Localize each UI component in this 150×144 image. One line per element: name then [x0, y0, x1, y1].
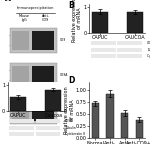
Bar	[10, 97, 26, 111]
Bar	[106, 94, 114, 138]
Bar	[10, 28, 57, 53]
Text: -: -	[9, 33, 10, 37]
Text: B: B	[68, 1, 74, 10]
Text: Cytokeratin 8: Cytokeratin 8	[65, 132, 85, 136]
Y-axis label: Relative expression
of mRNA: Relative expression of mRNA	[72, 0, 82, 42]
Text: -: -	[9, 104, 10, 108]
Text: -: -	[9, 44, 10, 48]
Bar	[92, 103, 99, 138]
Bar	[91, 41, 116, 45]
Text: CD9A: CD9A	[60, 73, 68, 77]
Bar	[32, 66, 54, 85]
Text: Tubulin: Tubulin	[65, 126, 76, 130]
Bar	[117, 48, 142, 52]
Text: Tubulin: Tubulin	[147, 48, 150, 52]
Text: A: A	[5, 0, 11, 3]
Bar	[121, 113, 128, 138]
Bar	[10, 63, 57, 88]
Bar	[36, 126, 60, 130]
Text: Anti-
CD9: Anti- CD9	[42, 14, 50, 22]
Bar	[12, 66, 29, 85]
Bar	[127, 12, 143, 33]
Bar	[12, 31, 29, 50]
Bar	[92, 12, 108, 33]
Bar	[32, 31, 54, 50]
Y-axis label: Relative expression
of mRNA: Relative expression of mRNA	[0, 73, 1, 121]
Text: Cytokeratin 8: Cytokeratin 8	[147, 54, 150, 58]
Y-axis label: Relative expression
of mRNA: Relative expression of mRNA	[64, 87, 75, 134]
Bar	[91, 54, 116, 58]
Bar	[9, 119, 34, 123]
Bar	[36, 119, 60, 123]
Bar	[45, 90, 61, 111]
Bar	[9, 126, 34, 130]
Bar	[117, 41, 142, 45]
Bar	[36, 132, 60, 136]
Text: Mouse
IgG: Mouse IgG	[19, 14, 30, 22]
Text: CD9A: CD9A	[147, 41, 150, 45]
Text: -: -	[9, 68, 10, 72]
Text: D: D	[68, 76, 74, 85]
Bar	[117, 54, 142, 58]
Text: CD9: CD9	[60, 38, 66, 42]
Text: Immunoprecipitation: Immunoprecipitation	[17, 6, 54, 10]
Bar	[136, 120, 143, 138]
Text: -: -	[9, 115, 10, 119]
Text: -: -	[9, 79, 10, 83]
Bar	[10, 99, 57, 124]
Bar	[12, 102, 29, 121]
Bar	[9, 132, 34, 136]
Text: CD9B: CD9B	[65, 119, 73, 123]
Bar	[91, 48, 116, 52]
Text: CD9B: CD9B	[60, 109, 68, 113]
Bar	[32, 102, 54, 121]
